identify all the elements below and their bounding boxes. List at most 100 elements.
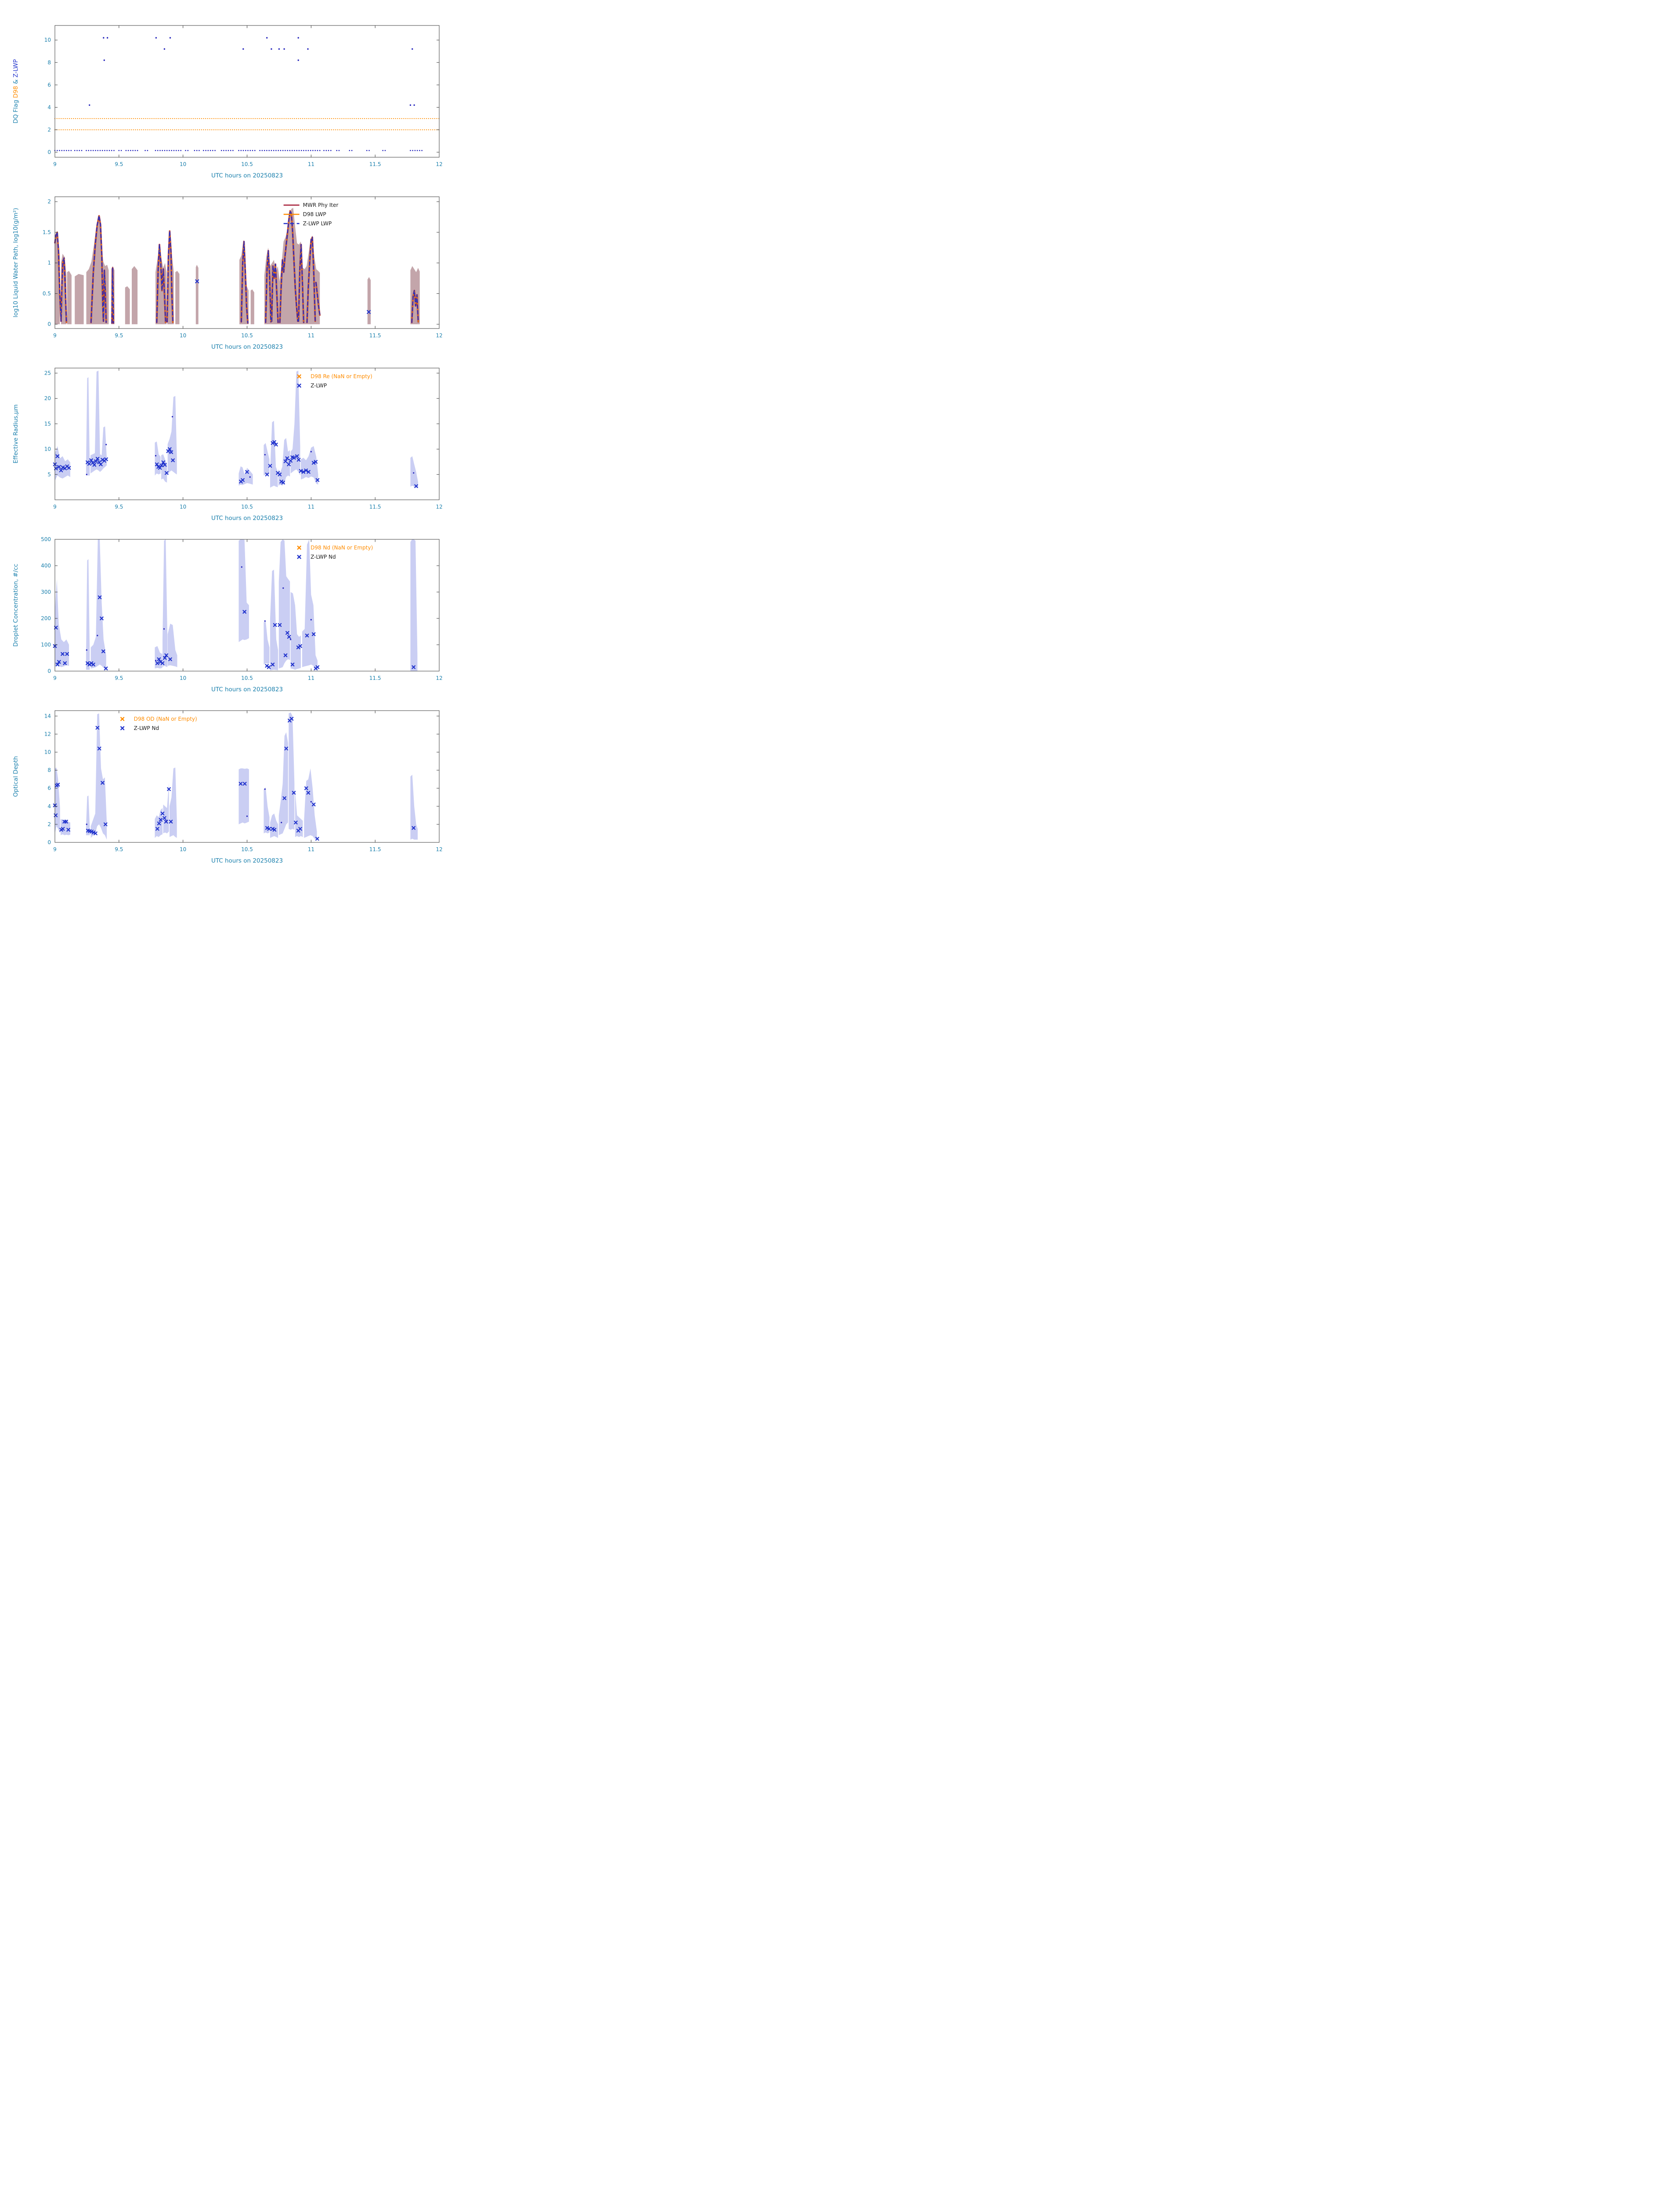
svg-text:11.5: 11.5: [369, 161, 381, 167]
svg-text:11: 11: [308, 504, 314, 510]
lwp-series: [54, 208, 420, 325]
svg-text:4: 4: [47, 803, 51, 809]
svg-text:10: 10: [44, 749, 51, 755]
effective-radius-axes: 9 9.5 10 10.5 11 11.5 12 5 10 15 20 25 UTC hours on …: [12, 368, 443, 522]
svg-text:500: 500: [41, 536, 51, 542]
svg-text:10.5: 10.5: [241, 675, 253, 681]
svg-text:6: 6: [47, 82, 51, 88]
chart-droplet-concentration: 9 9.5 10 10.5 11 11.5 12 0 100 200 300 400 500 UTC ho…: [12, 536, 443, 693]
svg-text:8: 8: [47, 767, 51, 773]
svg-text:9: 9: [53, 504, 57, 510]
svg-text:Z-LWP LWP: Z-LWP LWP: [303, 220, 332, 227]
svg-text:11: 11: [308, 846, 314, 852]
svg-text:1: 1: [47, 260, 51, 266]
svg-text:10.5: 10.5: [241, 332, 253, 339]
svg-text:D98 Nd (NaN or Empty): D98 Nd (NaN or Empty): [311, 545, 373, 551]
svg-text:14: 14: [44, 713, 51, 719]
optical-depth-ylabel: Optical Depth: [12, 756, 19, 797]
svg-text:12: 12: [436, 332, 442, 339]
svg-text:200: 200: [41, 615, 51, 621]
svg-text:11.5: 11.5: [369, 504, 381, 510]
svg-text:2: 2: [47, 199, 51, 205]
dq-flag-series: [54, 37, 440, 152]
svg-text:D98 OD (NaN or Empty): D98 OD (NaN or Empty): [134, 716, 197, 722]
droplet-concentration-xlabel: UTC hours on 20250823: [211, 686, 283, 693]
chart-effective-radius: 9 9.5 10 10.5 11 11.5 12 5 10 15 20 25 UTC hours on …: [12, 368, 443, 522]
svg-text:9.5: 9.5: [115, 846, 123, 852]
droplet-concentration-axes: 9 9.5 10 10.5 11 11.5 12 0 100 200 300 400 500 UTC ho…: [12, 536, 443, 693]
svg-text:10: 10: [180, 675, 186, 681]
svg-text:0: 0: [47, 668, 51, 674]
svg-text:8: 8: [47, 59, 51, 65]
lwp-xlabel: UTC hours on 20250823: [211, 343, 283, 350]
optical-depth-legend: D98 OD (NaN or Empty) Z-LWP Nd: [120, 716, 197, 731]
svg-text:0: 0: [47, 321, 51, 327]
droplet-concentration-legend: D98 Nd (NaN or Empty) Z-LWP Nd: [297, 545, 373, 560]
svg-text:10: 10: [180, 332, 186, 339]
effective-radius-xlabel: UTC hours on 20250823: [211, 515, 283, 522]
svg-text:9: 9: [53, 675, 57, 681]
svg-text:11: 11: [308, 332, 314, 339]
svg-text:9: 9: [53, 846, 57, 852]
svg-text:12: 12: [436, 675, 442, 681]
svg-text:0.5: 0.5: [43, 290, 51, 296]
panel-lwp: 9 9.5 10 10.5 11 11.5 12 0 0.5 1 1.5 2 UTC hours on …: [0, 191, 560, 362]
svg-text:Z-LWP: Z-LWP: [311, 383, 327, 389]
svg-text:11: 11: [308, 161, 314, 167]
svg-text:6: 6: [47, 785, 51, 791]
svg-text:9.5: 9.5: [115, 675, 123, 681]
svg-text:20: 20: [44, 395, 51, 401]
svg-text:15: 15: [44, 421, 51, 427]
chart-dq-flag: 9 9.5 10 10.5 11 11.5 12 0 2 4 6 8 10 UTC hours on 20…: [12, 25, 443, 179]
optical-depth-series: [53, 712, 418, 841]
svg-text:10.5: 10.5: [241, 846, 253, 852]
svg-text:10.5: 10.5: [241, 161, 253, 167]
svg-text:9.5: 9.5: [115, 504, 123, 510]
svg-text:300: 300: [41, 589, 51, 595]
svg-text:11.5: 11.5: [369, 332, 381, 339]
effective-radius-ylabel: Effective Radius,μm: [12, 405, 19, 464]
svg-text:9: 9: [53, 332, 57, 339]
svg-text:11.5: 11.5: [369, 846, 381, 852]
svg-text:9.5: 9.5: [115, 332, 123, 339]
lwp-legend: MWR Phy Iter D98 LWP Z-LWP LWP: [283, 202, 339, 227]
svg-text:9: 9: [53, 161, 57, 167]
svg-text:D98 LWP: D98 LWP: [303, 211, 326, 217]
svg-text:2: 2: [47, 821, 51, 827]
panel-optical-depth: 9 9.5 10 10.5 11 11.5 12 0 2 4 6 8 10 12 14 UTC hours o…: [0, 704, 560, 876]
svg-text:10: 10: [44, 446, 51, 452]
svg-text:4: 4: [47, 104, 51, 110]
svg-text:10: 10: [44, 37, 51, 43]
svg-text:Z-LWP Nd: Z-LWP Nd: [311, 554, 336, 560]
dq-flag-axes: 9 9.5 10 10.5 11 11.5 12 0 2 4 6 8 10 UTC hours on 20…: [12, 25, 443, 179]
svg-text:1.5: 1.5: [43, 229, 51, 235]
svg-text:12: 12: [436, 504, 442, 510]
svg-text:10: 10: [180, 504, 186, 510]
lwp-ylabel: log10 Liquid Water Path, log10(g/m²): [12, 208, 19, 317]
optical-depth-axes: 9 9.5 10 10.5 11 11.5 12 0 2 4 6 8 10 12 14 UTC hours o…: [12, 710, 443, 864]
figure-root: 9 9.5 10 10.5 11 11.5 12 0 2 4 6 8 10 UTC hours on 20…: [0, 0, 560, 876]
svg-text:11: 11: [308, 675, 314, 681]
effective-radius-series: [53, 370, 418, 488]
svg-text:2: 2: [47, 126, 51, 133]
svg-text:100: 100: [41, 642, 51, 648]
svg-text:11.5: 11.5: [369, 675, 381, 681]
droplet-concentration-series: [53, 539, 418, 671]
chart-optical-depth: 9 9.5 10 10.5 11 11.5 12 0 2 4 6 8 10 12 14 UTC hours o…: [12, 710, 443, 864]
panel-dq-flag: 9 9.5 10 10.5 11 11.5 12 0 2 4 6 8 10 UTC hours on 20…: [0, 19, 560, 191]
svg-text:5: 5: [47, 471, 51, 477]
panel-droplet-concentration: 9 9.5 10 10.5 11 11.5 12 0 100 200 300 400 500 UTC ho…: [0, 533, 560, 704]
svg-text:0: 0: [47, 149, 51, 155]
svg-text:D98 Re (NaN or Empty): D98 Re (NaN or Empty): [311, 373, 372, 379]
svg-text:12: 12: [436, 846, 442, 852]
svg-text:9.5: 9.5: [115, 161, 123, 167]
svg-text:12: 12: [436, 161, 442, 167]
svg-text:MWR Phy Iter: MWR Phy Iter: [303, 202, 339, 208]
svg-text:Z-LWP Nd: Z-LWP Nd: [134, 725, 159, 731]
svg-text:10.5: 10.5: [241, 504, 253, 510]
svg-text:400: 400: [41, 563, 51, 569]
dq-flag-ylabel: DQ Flag D98 & Z-LWP: [12, 59, 19, 123]
svg-text:25: 25: [44, 370, 51, 376]
